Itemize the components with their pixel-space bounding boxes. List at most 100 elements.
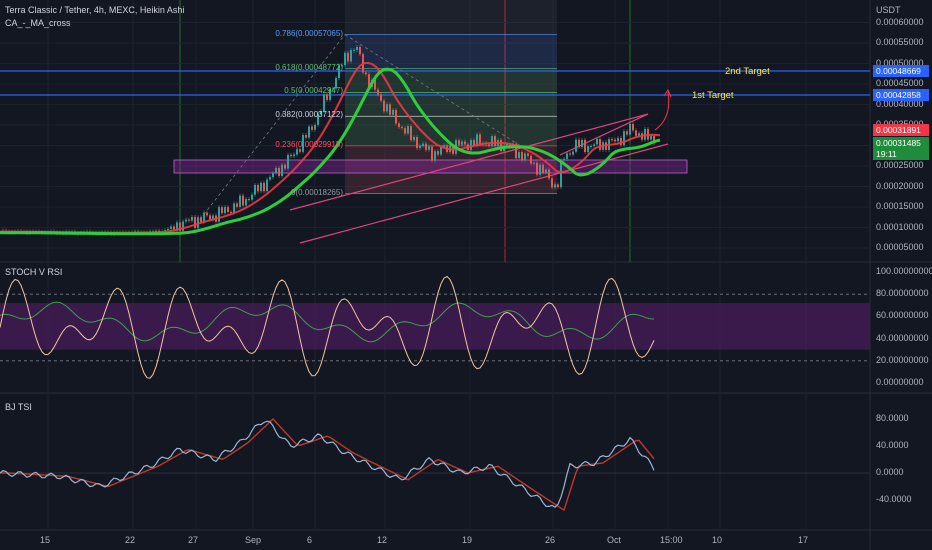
candle-body [209,215,211,220]
candle-body [518,152,520,159]
price-tick-label: 0.00010000 [876,221,924,232]
price-tick-label: 0.00015000 [876,201,924,211]
time-tick-label: 27 [188,535,199,545]
candle-body [419,145,421,149]
candle-body [410,126,412,141]
price-tick-label: 0.00050000 [876,57,924,68]
candle-body [587,146,589,153]
tsi-tick-label: 0.0000 [876,467,904,477]
candle-body [515,143,517,159]
candle-body [536,162,538,175]
candle-body [524,153,526,161]
candle-body [557,184,559,188]
candle-body [548,169,550,179]
fib-band [345,68,557,146]
channel-upper-line [289,113,649,211]
candle-body [425,143,427,150]
candle-body [188,219,190,221]
candle-body [590,145,592,147]
candle-body [566,153,568,159]
candle-body [281,164,283,176]
stoch-title: STOCH V RSI [5,267,63,277]
projection-arrow [654,91,670,131]
support-zone-box [173,159,688,174]
candle-body [458,140,460,145]
candle-body [329,88,331,100]
candle-body [551,178,553,188]
time-tick-label: 10 [712,535,723,545]
candle-body [623,131,625,146]
candle-body [542,164,544,173]
candle-body [473,140,475,146]
candle-body [326,94,328,100]
candle-body [368,74,370,88]
candle-body [353,49,355,51]
fib-level-label: 0.786(0.00057065) [275,28,343,38]
price-tick-label: 0.00060000 [876,16,924,27]
fib-band [345,34,557,69]
candle-body [359,46,361,55]
second-target-price-tag: 0.00048669 [873,65,929,77]
candle-body [311,126,313,130]
candle-body [308,126,310,138]
candle-body [569,153,571,155]
bid-price-tag: 0.00031891 [873,124,929,136]
candle-body [392,109,394,115]
fib-level-label: 0.618(0.00048772) [275,62,343,72]
candle-body [389,104,391,115]
time-tick-label: 26 [545,535,556,545]
first-target-label: 1st Target [692,90,734,101]
candle-body [443,145,445,147]
candle-body [383,100,385,112]
candle-body [521,152,523,161]
stoch-tick-label: 20.00000000 [876,354,929,365]
candle-body [395,109,397,124]
candle-body [314,124,316,130]
candle-body [170,226,172,229]
projection-arrow-head [663,88,672,98]
candle-body [491,136,493,146]
candle-body [239,195,241,207]
candle-body [365,72,367,75]
price-tick-label: 0.00040000 [876,98,924,109]
fib-level-label: 0(0.00018265) [290,187,343,197]
time-tick-label: 15:00 [660,535,683,545]
time-tick-label: 15 [40,535,51,545]
candle-body [635,130,637,136]
fib-level-label: 0.5(0.00042947) [284,86,343,96]
candle-body [500,139,502,152]
fib-trend-dash [344,34,521,146]
candle-body [317,113,319,125]
candle-body [650,135,652,140]
candle-body [203,212,205,223]
stoch-band [0,303,870,350]
candle-body [206,212,208,216]
candle-body [386,104,388,112]
candle-body [338,65,340,79]
time-tick-label: 17 [798,535,809,545]
candle-body [182,221,184,231]
candle-body [479,134,481,144]
candle-body [227,207,229,212]
candle-body [296,149,298,155]
candle-body [284,164,286,169]
candle-body [488,144,490,146]
candle-body [230,211,232,213]
candle-body [347,52,349,62]
candle-body [599,139,601,150]
candle-body [380,94,382,101]
stoch-d-line [0,301,655,343]
candle-body [506,144,508,147]
candle-body [236,203,238,207]
candle-body [191,216,193,221]
candle-body [320,110,322,114]
time-tick-label: Sep [245,535,262,545]
candle-body [494,136,496,146]
candle-body [461,141,463,145]
candle-body [437,151,439,155]
time-tick-label: 12 [377,535,388,545]
candle-body [377,89,379,95]
candle-body [194,216,196,228]
candle-body [554,184,556,188]
